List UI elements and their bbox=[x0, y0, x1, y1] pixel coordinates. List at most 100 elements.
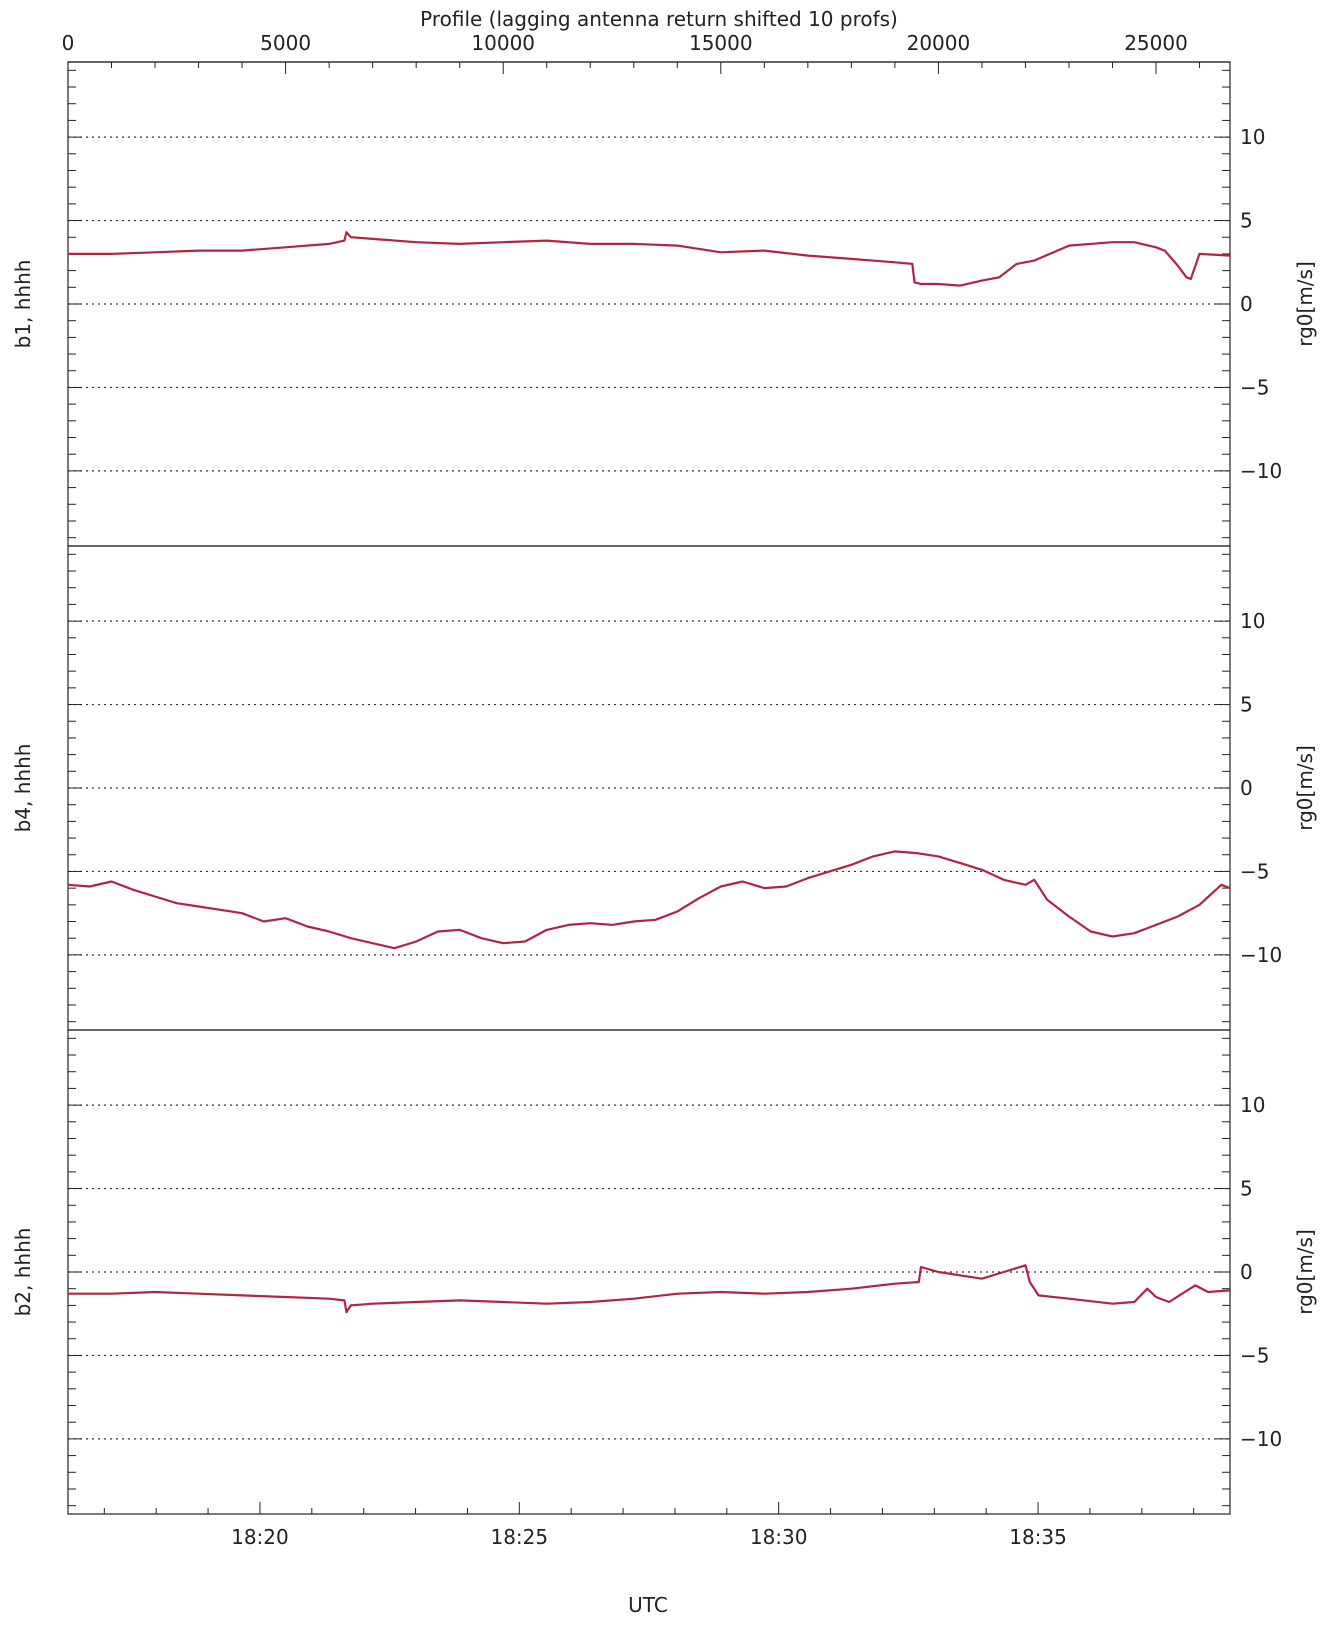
data-point bbox=[1068, 244, 1070, 247]
data-point bbox=[828, 870, 831, 873]
data-point bbox=[263, 920, 265, 923]
data-point bbox=[918, 1281, 920, 1283]
data-point bbox=[894, 1282, 896, 1285]
data-point bbox=[306, 925, 309, 928]
data-point bbox=[633, 1297, 635, 1300]
data-point bbox=[850, 864, 853, 866]
data-point bbox=[894, 850, 896, 853]
y-axis-label-right: rg0[m/s] bbox=[1293, 261, 1317, 347]
data-point bbox=[1177, 915, 1179, 918]
data-point bbox=[345, 231, 348, 233]
data-point bbox=[1220, 884, 1223, 886]
data-point bbox=[480, 937, 483, 939]
data-point bbox=[197, 905, 200, 908]
data-point bbox=[415, 241, 418, 243]
data-point bbox=[720, 885, 722, 888]
data-point bbox=[284, 917, 287, 919]
data-point bbox=[1002, 1271, 1005, 1273]
data-point bbox=[1024, 1264, 1027, 1267]
data-point bbox=[458, 243, 461, 245]
data-point bbox=[676, 910, 679, 913]
data-point bbox=[1133, 241, 1136, 243]
data-point bbox=[241, 912, 243, 914]
data-point bbox=[589, 1301, 591, 1303]
y-tick-label: −10 bbox=[1240, 459, 1282, 483]
data-point bbox=[343, 239, 346, 242]
y-axis-label-right: rg0[m/s] bbox=[1293, 745, 1317, 831]
data-point bbox=[350, 236, 352, 238]
panel-2: 10 5 0 −5 −10 rg0[m/s] b4, hhhh bbox=[11, 545, 1317, 1031]
data-point bbox=[937, 283, 940, 285]
data-point bbox=[219, 909, 222, 911]
data-point bbox=[676, 244, 679, 247]
data-point bbox=[676, 1292, 679, 1295]
y-tick-label: 0 bbox=[1240, 292, 1253, 316]
data-point bbox=[911, 263, 914, 265]
data-point bbox=[763, 887, 766, 889]
data-point bbox=[545, 239, 548, 242]
data-point bbox=[67, 253, 69, 255]
data-point bbox=[589, 243, 591, 245]
data-point bbox=[720, 1291, 722, 1293]
data-point bbox=[502, 241, 505, 243]
data-point bbox=[176, 902, 178, 904]
data-point bbox=[371, 942, 374, 944]
bottom-axis-title: UTC bbox=[628, 1593, 668, 1617]
data-point bbox=[328, 1297, 330, 1300]
data-point bbox=[807, 1291, 809, 1293]
y-tick-label: 0 bbox=[1240, 776, 1253, 800]
data-point bbox=[1155, 924, 1157, 926]
data-point bbox=[807, 877, 809, 879]
data-point bbox=[1190, 278, 1192, 280]
y-tick-label: 5 bbox=[1240, 209, 1253, 233]
data-point bbox=[1207, 1291, 1209, 1293]
data-point bbox=[1029, 1281, 1031, 1283]
data-point bbox=[154, 251, 156, 254]
bottom-tick-label: 18:25 bbox=[490, 1525, 548, 1549]
data-point bbox=[1002, 879, 1005, 881]
data-point bbox=[110, 1292, 113, 1295]
data-point bbox=[154, 895, 156, 898]
data-point bbox=[1168, 1301, 1170, 1303]
data-point bbox=[872, 855, 874, 858]
data-point bbox=[437, 930, 439, 933]
y-tick-label: 0 bbox=[1240, 1260, 1253, 1284]
data-point bbox=[343, 1299, 346, 1302]
data-point bbox=[1229, 1289, 1231, 1292]
y-axis-label-right: rg0[m/s] bbox=[1293, 1229, 1317, 1315]
panel-3: 10 5 0 −5 −10 rg0[m/s] b2, hhhh bbox=[11, 1029, 1317, 1515]
top-tick-label: 10000 bbox=[471, 31, 535, 55]
data-point bbox=[371, 1302, 374, 1305]
data-point bbox=[1033, 879, 1035, 881]
data-point bbox=[67, 1292, 69, 1295]
data-point bbox=[920, 283, 922, 285]
y-tick-label: 5 bbox=[1240, 1177, 1253, 1201]
data-point bbox=[1194, 1284, 1196, 1287]
panel-name-label: b1, hhhh bbox=[11, 260, 35, 349]
data-point bbox=[654, 919, 657, 921]
data-point bbox=[345, 1311, 348, 1313]
bottom-tick-label: 18:30 bbox=[750, 1525, 808, 1549]
y-tick-label: 10 bbox=[1240, 125, 1265, 149]
top-tick-label: 25000 bbox=[1124, 31, 1188, 55]
data-point bbox=[458, 1299, 461, 1302]
data-point bbox=[1198, 253, 1201, 255]
y-tick-label: −10 bbox=[1240, 943, 1282, 967]
data-point bbox=[920, 1266, 922, 1268]
data-point bbox=[110, 880, 113, 883]
data-point bbox=[1133, 932, 1136, 934]
data-point bbox=[850, 1287, 853, 1290]
data-point bbox=[633, 920, 635, 923]
data-point bbox=[698, 897, 700, 899]
data-point bbox=[1198, 904, 1201, 906]
y-tick-label: −5 bbox=[1240, 859, 1269, 883]
data-point bbox=[720, 251, 722, 254]
panel-name-label: b2, hhhh bbox=[11, 1228, 35, 1317]
series-line-1 bbox=[68, 231, 1231, 287]
data-point bbox=[1185, 276, 1188, 279]
data-point bbox=[1181, 1292, 1183, 1295]
data-point bbox=[415, 940, 418, 943]
top-tick-label: 5000 bbox=[260, 31, 311, 55]
data-point bbox=[741, 880, 744, 883]
data-point bbox=[1146, 1287, 1149, 1290]
